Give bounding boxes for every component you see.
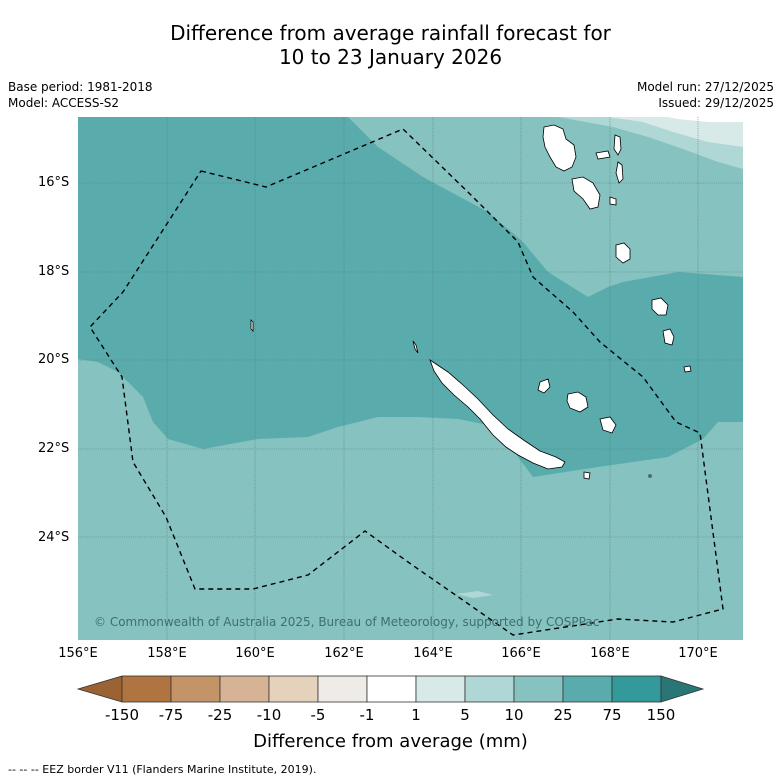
map-title-line2: 10 to 23 January 2026 bbox=[278, 45, 503, 69]
lon-label-160e: 160°E bbox=[235, 646, 275, 661]
maewo-island bbox=[613, 134, 622, 156]
rainfall-anomaly-map: © Commonwealth of Australia 2025, Bureau… bbox=[78, 117, 743, 640]
lat-label-18s: 18°S bbox=[38, 264, 70, 279]
tanna-island bbox=[662, 328, 675, 346]
belep-islands bbox=[412, 340, 419, 354]
copyright-notice: © Commonwealth of Australia 2025, Bureau… bbox=[94, 615, 599, 629]
lat-label-16s: 16°S bbox=[38, 175, 70, 190]
chesterfield-reef bbox=[250, 319, 254, 332]
colorbar-box-4 bbox=[268, 675, 319, 703]
colorbar-box-8 bbox=[464, 675, 515, 703]
anomaly-1-5-corner bbox=[668, 117, 743, 122]
colorbar-tick-neg75: -75 bbox=[158, 706, 184, 724]
isle-of-pines bbox=[583, 471, 591, 480]
anomaly-1-5-region bbox=[608, 117, 743, 147]
colorbar-tick-neg10: -10 bbox=[256, 706, 282, 724]
colorbar-box-3 bbox=[219, 675, 270, 703]
colorbar-boxes bbox=[76, 675, 705, 703]
lon-label-170e: 170°E bbox=[678, 646, 718, 661]
issued-label: Issued: 29/12/2025 bbox=[658, 96, 774, 110]
colorbar-box-9 bbox=[513, 675, 564, 703]
espiritu-santo-island bbox=[542, 124, 577, 172]
mare-island bbox=[599, 416, 617, 434]
colorbar-tick-neg5: -5 bbox=[310, 706, 326, 724]
anomaly-25-75-region bbox=[78, 117, 743, 477]
lon-label-164e: 164°E bbox=[413, 646, 453, 661]
islands bbox=[250, 124, 692, 480]
malekula-island bbox=[571, 176, 601, 210]
colorbar-tick-10: 10 bbox=[504, 706, 524, 724]
colorbar-tick-5: 5 bbox=[460, 706, 470, 724]
aneityum-island bbox=[683, 365, 692, 373]
ambae-island bbox=[595, 150, 611, 160]
colorbar-extend-low bbox=[76, 675, 123, 703]
model-label: Model: ACCESS-S2 bbox=[8, 96, 120, 110]
walpole-island bbox=[648, 474, 652, 478]
colorbar-box-5 bbox=[317, 675, 368, 703]
lat-label-22s: 22°S bbox=[38, 441, 70, 456]
eez-border bbox=[89, 128, 724, 636]
lat-label-20s: 20°S bbox=[38, 352, 70, 367]
colorbar-title: Difference from average (mm) bbox=[253, 731, 528, 752]
efate-island bbox=[615, 242, 631, 264]
pentecost-island bbox=[615, 161, 624, 184]
colorbar-tick-neg25: -25 bbox=[207, 706, 233, 724]
lon-label-166e: 166°E bbox=[501, 646, 541, 661]
colorbar-tick-75: 75 bbox=[602, 706, 622, 724]
colorbar-box-2 bbox=[170, 675, 221, 703]
lon-label-156e: 156°E bbox=[58, 646, 98, 661]
anomaly-5-10-patch bbox=[456, 591, 493, 598]
colorbar-box-7 bbox=[415, 675, 466, 703]
eez-footnote: -- -- -- EEZ border V11 (Flanders Marine… bbox=[8, 763, 317, 776]
colorbar-box-1 bbox=[121, 675, 172, 703]
colorbar-box-10 bbox=[562, 675, 613, 703]
lon-label-158e: 158°E bbox=[147, 646, 187, 661]
colorbar-box-6 bbox=[366, 675, 417, 703]
colorbar-tick-25: 25 bbox=[553, 706, 573, 724]
colorbar-tick-neg1: -1 bbox=[359, 706, 375, 724]
map-title-line1: Difference from average rainfall forecas… bbox=[170, 21, 611, 45]
lifou-island bbox=[566, 391, 589, 413]
colorbar-tick-150: 150 bbox=[646, 706, 676, 724]
colorbar-extend-high bbox=[660, 675, 705, 703]
epi-island bbox=[609, 196, 617, 206]
base-period-label: Base period: 1981-2018 bbox=[8, 80, 153, 94]
gridlines bbox=[78, 117, 743, 640]
lon-label-168e: 168°E bbox=[590, 646, 630, 661]
colorbar-tick-neg150: -150 bbox=[104, 706, 140, 724]
ouvea-island bbox=[537, 378, 551, 394]
colorbar-tick-1: 1 bbox=[411, 706, 421, 724]
lon-label-162e: 162°E bbox=[324, 646, 364, 661]
lat-label-24s: 24°S bbox=[38, 530, 70, 545]
colorbar-box-11 bbox=[611, 675, 662, 703]
erromango-island bbox=[651, 297, 669, 316]
colorbar bbox=[76, 675, 705, 703]
new-caledonia-island bbox=[429, 358, 566, 470]
model-run-label: Model run: 27/12/2025 bbox=[636, 80, 774, 94]
